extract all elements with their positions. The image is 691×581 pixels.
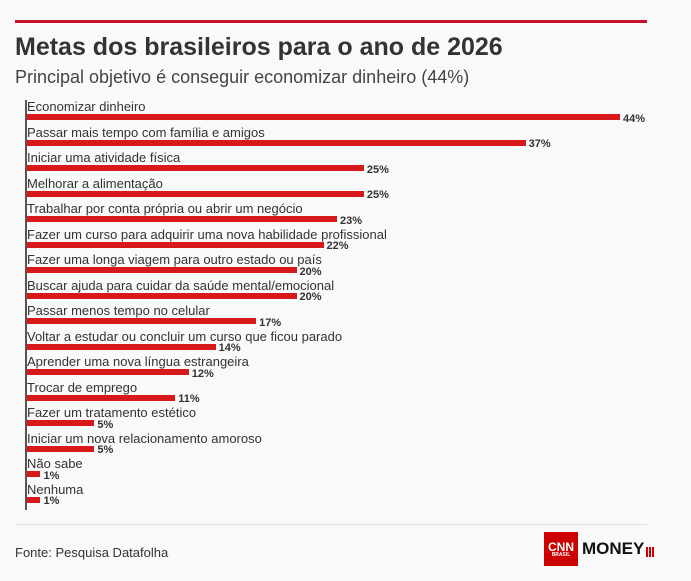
value-label: 1% — [43, 495, 60, 507]
category-label: Economizar dinheiro — [27, 99, 146, 114]
value-label: 20% — [299, 265, 322, 278]
category-label: Iniciar uma atividade física — [27, 150, 181, 165]
bar — [27, 445, 95, 452]
bar — [27, 241, 324, 248]
value-label: 12% — [191, 367, 214, 380]
bar — [27, 420, 95, 426]
bar — [27, 190, 364, 197]
category-label: Trocar de emprego — [27, 379, 138, 395]
chart-title: Metas dos brasileiros para o ano de 2026 — [15, 33, 503, 61]
category-label: Fazer um curso para adquirir uma nova ha… — [27, 226, 387, 242]
bar — [27, 496, 41, 503]
value-label: 14% — [218, 342, 241, 354]
bar — [27, 139, 526, 146]
value-label: 22% — [326, 240, 349, 252]
bar — [27, 471, 41, 477]
value-label: 1% — [43, 469, 60, 482]
source-note: Fonte: Pesquisa Datafolha — [15, 545, 169, 560]
category-label: Passar mais tempo com família e amigos — [27, 124, 265, 140]
value-label: 5% — [97, 444, 114, 456]
value-label: 25% — [366, 163, 389, 176]
category-label: Voltar a estudar ou concluir um curso qu… — [27, 328, 343, 344]
value-label: 11% — [178, 393, 200, 405]
money-wordmark: MONEY — [582, 539, 645, 558]
value-label: 25% — [366, 189, 389, 201]
value-label: 5% — [97, 418, 114, 431]
y-axis-line — [25, 100, 27, 510]
category-label: Passar menos tempo no celular — [27, 303, 210, 318]
category-label: Trabalhar por conta própria ou abrir um … — [27, 201, 303, 216]
category-label: Melhorar a alimentação — [27, 175, 163, 191]
category-label: Fazer uma longa viagem para outro estado… — [27, 252, 322, 267]
bars-icon — [646, 547, 655, 557]
bar — [27, 318, 257, 324]
value-label: 17% — [259, 316, 282, 329]
category-label: Fazer um tratamento estético — [27, 405, 197, 420]
cnn-logo: CNN BRASIL — [544, 532, 578, 566]
category-label: Buscar ajuda para cuidar da saúde mental… — [27, 277, 335, 293]
bar — [27, 343, 216, 350]
category-label: Não sabe — [27, 456, 83, 471]
value-label: 23% — [339, 214, 362, 227]
bar — [27, 292, 297, 299]
category-label: Iniciar um nova relacionamento amoroso — [27, 430, 262, 446]
value-label: 37% — [528, 138, 551, 150]
cnn-money-logo: CNN BRASIL MONEY — [544, 532, 655, 566]
value-label: 44% — [623, 112, 646, 125]
value-label: 20% — [299, 291, 322, 303]
bar — [27, 216, 337, 222]
bar — [27, 267, 297, 273]
bar — [27, 114, 620, 120]
bar — [27, 369, 189, 375]
category-label: Aprender uma nova língua estrangeira — [27, 354, 249, 369]
bar — [27, 165, 364, 171]
category-label: Nenhuma — [27, 481, 84, 497]
footer-divider — [15, 524, 647, 525]
chart-subtitle: Principal objetivo é conseguir economiza… — [15, 67, 470, 87]
bar — [27, 394, 176, 401]
top-accent-line — [15, 20, 647, 23]
